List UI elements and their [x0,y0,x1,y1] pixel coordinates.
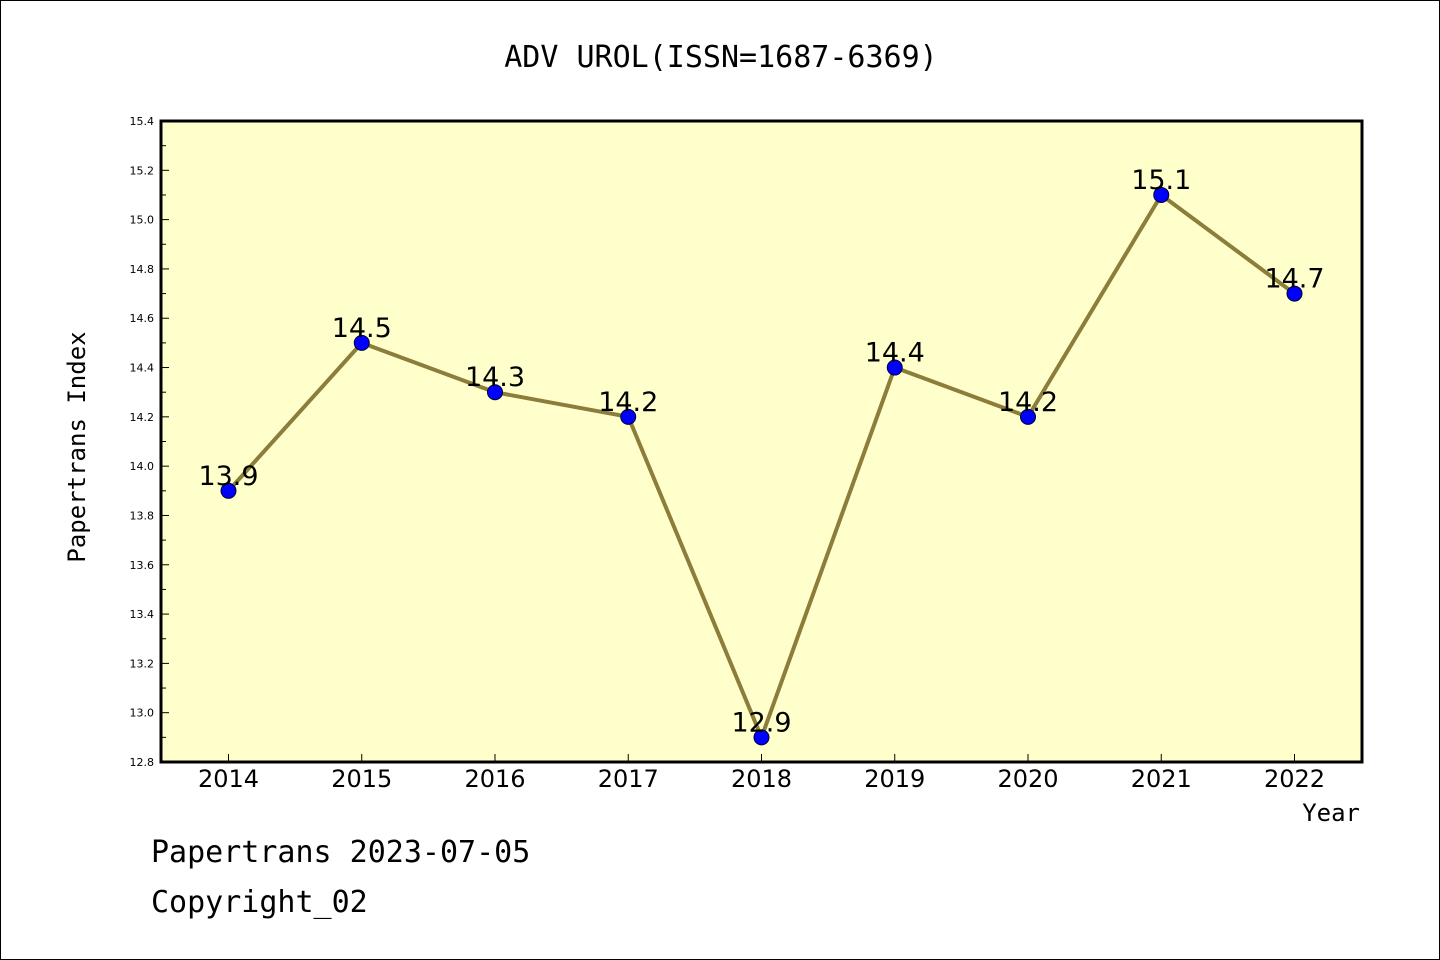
y-tick-label: 13.8 [130,509,155,522]
data-value-label: 14.3 [465,362,525,393]
y-axis: 12.8 13.0 13.2 13.4 13.6 13.8 14.0 14.2 14.4 14.6… [130,115,169,769]
data-point-marker [1020,408,1036,425]
y-tick-label: 12.8 [130,756,155,769]
x-tick-label: 2022 [1264,765,1325,793]
y-tick-label: 14.8 [130,263,155,276]
data-point-marker [620,408,637,425]
y-tick-label: 14.4 [130,362,155,375]
plot-area [159,119,1364,764]
data-value-label: 14.7 [1264,264,1324,295]
data-point-marker [353,334,370,351]
data-value-label: 14.2 [998,387,1058,418]
x-tick-label: 2019 [864,765,925,793]
data-labels: 13.9 14.5 14.3 14.2 12.9 14.4 14.2 15.1 14.7 [198,165,1324,738]
y-tick-label: 13.0 [130,707,155,720]
data-value-label: 14.5 [332,313,392,344]
data-point-marker [753,729,770,746]
y-tick-label: 13.2 [130,657,155,670]
data-point-marker [487,384,503,401]
x-tick-label: 2015 [331,765,392,793]
y-tick-label: 13.6 [130,559,155,572]
x-tick-label: 2014 [198,765,259,793]
x-tick-label: 2017 [598,765,659,793]
x-axis: 2014 2015 2016 2017 2018 2019 2020 2021 2022 [198,754,1325,793]
data-point-marker [220,482,237,499]
x-tick-label: 2018 [731,765,792,793]
data-point-marker [1286,285,1303,302]
data-value-label: 14.4 [865,338,925,369]
y-tick-label: 14.0 [130,460,155,473]
data-value-label: 14.2 [598,387,658,418]
x-tick-label: 2016 [464,765,525,793]
y-tick-label: 15.0 [130,214,155,227]
y-tick-label: 15.2 [130,164,155,177]
x-axis-title: Year [1302,799,1360,827]
data-point-marker [1153,186,1170,203]
data-point-marker [886,359,903,376]
y-tick-label: 13.4 [130,608,155,621]
chart-title: ADV UROL(ISSN=1687-6369) [504,40,937,75]
y-tick-label: 14.6 [130,312,155,325]
data-value-label: 12.9 [731,707,791,738]
data-value-label: 13.9 [198,461,258,492]
footer-copyright: Copyright_02 [151,885,368,920]
y-tick-label: 15.4 [130,115,155,128]
x-tick-label: 2020 [997,765,1058,793]
y-tick-label: 14.2 [130,411,155,424]
x-tick-label: 2021 [1131,765,1192,793]
y-axis-title: Papertrans Index [63,331,91,562]
footer-date: Papertrans 2023-07-05 [151,835,531,870]
data-markers [220,186,1303,746]
data-value-label: 15.1 [1131,165,1191,196]
